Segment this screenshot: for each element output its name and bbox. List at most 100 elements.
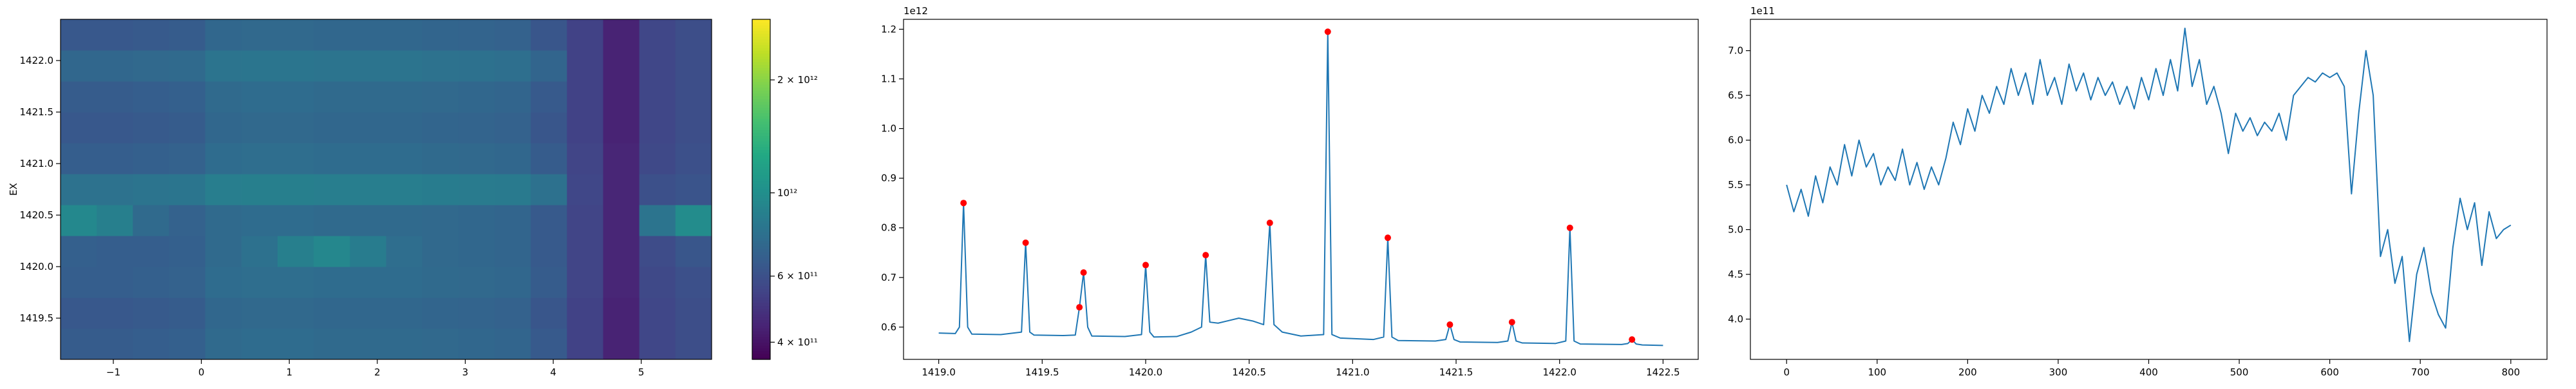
colorbar-slice xyxy=(752,44,770,48)
heatmap-cell xyxy=(241,205,278,236)
heatmap-cell xyxy=(278,174,314,205)
colorbar-slice xyxy=(752,348,770,352)
heatmap-cell xyxy=(169,267,206,298)
peak-marker xyxy=(1508,319,1515,326)
x-tick-label: 500 xyxy=(2230,366,2249,378)
colorbar-slice xyxy=(752,138,770,142)
colorbar-slice xyxy=(752,141,770,145)
colorbar-slice xyxy=(752,36,770,40)
heatmap-cell xyxy=(531,143,567,175)
heatmap-cell xyxy=(278,81,314,113)
heatmap-cell xyxy=(278,112,314,144)
x-tick-label: 3 xyxy=(462,366,469,378)
heatmap-cell xyxy=(133,205,169,236)
heatmap-cell xyxy=(675,236,712,267)
heatmap-cell xyxy=(61,143,97,175)
colorbar-slice xyxy=(752,314,770,318)
heatmap-cell xyxy=(495,81,531,113)
heatmap-cell xyxy=(495,328,531,360)
colorbar-slice xyxy=(752,269,770,272)
heatmap-cell xyxy=(675,174,712,205)
colorbar-slice xyxy=(752,149,770,153)
heatmap-cell xyxy=(386,174,423,205)
heatmap-cell xyxy=(675,328,712,360)
heatmap-cell xyxy=(458,328,495,360)
colorbar-slice xyxy=(752,322,770,326)
heatmap-cell xyxy=(422,298,459,329)
x-tick-label: 100 xyxy=(1868,366,1886,378)
colorbar-slice xyxy=(752,229,770,232)
x-tick-label: 1421.5 xyxy=(1439,366,1473,378)
heatmap-cell xyxy=(567,19,603,51)
heatmap-cell xyxy=(675,112,712,144)
heatmap-cell xyxy=(386,236,423,267)
heatmap-cell xyxy=(61,112,97,144)
colorbar-slice xyxy=(752,124,770,128)
heatmap-cell xyxy=(422,236,459,267)
heatmap-cell xyxy=(386,328,423,360)
heatmap-cell xyxy=(133,328,169,360)
heatmap-cell xyxy=(350,81,386,113)
heatmap-cell xyxy=(133,267,169,298)
colorbar-slice xyxy=(752,101,770,105)
heatmap-cell xyxy=(205,205,242,236)
heatmap-cell xyxy=(531,50,567,82)
peak-marker xyxy=(1446,321,1454,328)
y-tick-label: 4.0 xyxy=(1728,313,1743,325)
colorbar-slice xyxy=(752,158,770,162)
colorbar-slice xyxy=(752,144,770,147)
peak-marker xyxy=(1142,261,1149,269)
colorbar-slice xyxy=(752,220,770,224)
heatmap-cell xyxy=(675,19,712,51)
colorbar-slice xyxy=(752,356,770,360)
heatmap-cell xyxy=(495,174,531,205)
x-tick-label: 0 xyxy=(1783,366,1790,378)
x-tick-label: 5 xyxy=(638,366,645,378)
heatmap-cell xyxy=(567,328,603,360)
colorbar-slice xyxy=(752,93,770,97)
heatmap-cell xyxy=(458,174,495,205)
heatmap-cell xyxy=(567,236,603,267)
heatmap-cell xyxy=(603,174,640,205)
colorbar-slice xyxy=(752,155,770,159)
heatmap-cell xyxy=(675,205,712,236)
axes-frame xyxy=(903,19,1699,360)
heatmap-cell xyxy=(458,19,495,51)
colorbar-slice xyxy=(752,254,770,258)
colorbar-slice xyxy=(752,336,770,340)
colorbar-slice xyxy=(752,319,770,323)
colorbar-slice xyxy=(752,147,770,150)
peak-marker xyxy=(1076,304,1083,311)
colorbar-slice xyxy=(752,42,770,46)
heatmap-cell xyxy=(531,328,567,360)
y-tick-label: 6.5 xyxy=(1728,90,1743,101)
heatmap-cell xyxy=(531,81,567,113)
heatmap-cell xyxy=(278,19,314,51)
colorbar-slice xyxy=(752,232,770,235)
colorbar-tick-label: 6 × 10¹¹ xyxy=(777,270,818,282)
x-tick-label: 300 xyxy=(2049,366,2068,378)
colorbar-slice xyxy=(752,113,770,117)
colorbar-slice xyxy=(752,237,770,241)
heatmap-cell xyxy=(97,81,133,113)
heatmap-cell xyxy=(422,143,459,175)
colorbar-tick-label: 10¹² xyxy=(777,187,797,198)
colorbar-slice xyxy=(752,19,770,23)
heatmap-cell xyxy=(97,19,133,51)
heatmap-cell xyxy=(314,298,350,329)
colorbar-slice xyxy=(752,186,770,190)
heatmap-cell xyxy=(97,205,133,236)
x-tick-label: 800 xyxy=(2501,366,2520,378)
y-tick-label: 1420.5 xyxy=(20,209,54,221)
colorbar-slice xyxy=(752,257,770,261)
y-tick-label: 5.0 xyxy=(1728,224,1743,236)
colorbar-slice xyxy=(752,350,770,354)
heatmap-cell xyxy=(639,112,676,144)
colorbar-slice xyxy=(752,62,770,65)
axes-frame xyxy=(60,19,712,360)
heatmap-cell xyxy=(495,50,531,82)
y-tick-label: 1420.0 xyxy=(20,261,54,272)
heatmap-cell xyxy=(241,174,278,205)
heatmap-cell xyxy=(314,112,350,144)
